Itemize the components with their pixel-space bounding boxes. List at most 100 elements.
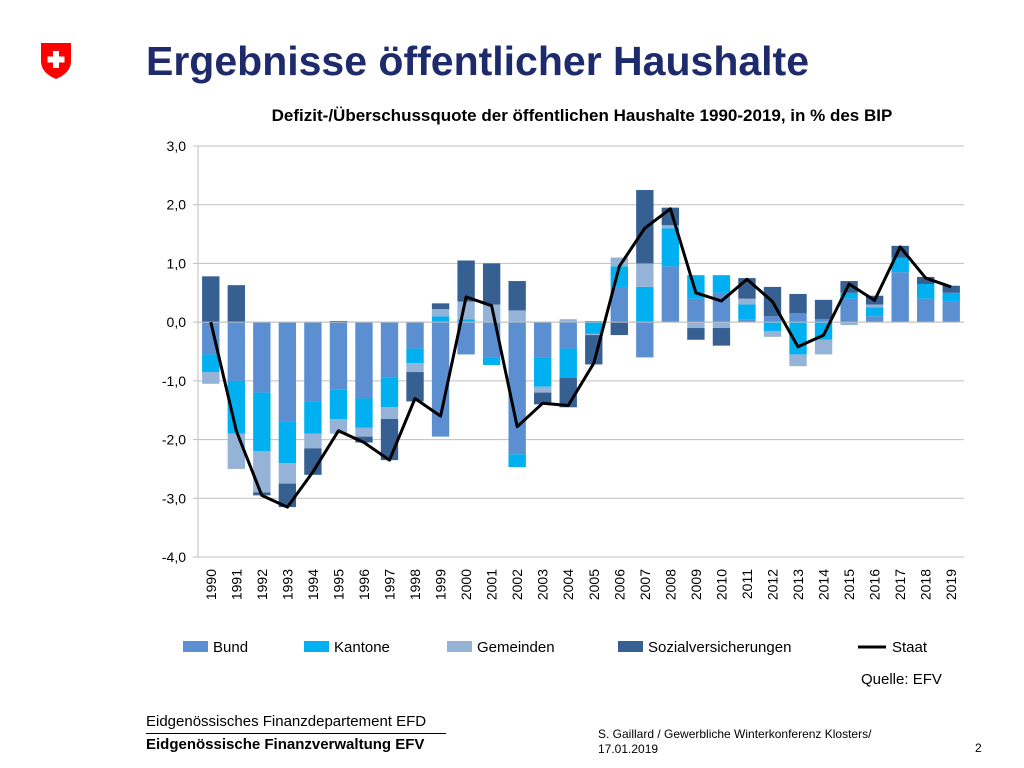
footer-department: Eidgenössisches Finanzdepartement EFD — [146, 713, 427, 730]
bar-bund-2017 — [891, 272, 909, 323]
chart-legend: Bund Kantone Gemeinden Sozialversicherungen… — [183, 639, 928, 656]
x-tick-label: 1995 — [330, 569, 346, 600]
x-tick-label: 1999 — [433, 569, 449, 600]
chart-source: Quelle: EFV — [861, 671, 942, 688]
legend-label: Kantone — [334, 639, 390, 656]
bar-gemeinden-2007 — [636, 263, 654, 287]
bar-bund-2004 — [559, 322, 577, 349]
bar-gemeinden-2014 — [814, 339, 833, 355]
x-tick-label: 1992 — [254, 569, 270, 600]
bar-kantone-2008 — [661, 228, 680, 267]
y-tick-label: 3,0 — [167, 138, 187, 154]
bar-sozialversicherungen-2019 — [942, 285, 960, 293]
x-tick-label: 2004 — [560, 569, 576, 600]
bar-kantone-2012 — [763, 322, 782, 331]
footer-date: 17.01.2019 — [598, 742, 659, 756]
bar-gemeinden-2004 — [559, 319, 577, 323]
y-tick-label: 1,0 — [167, 255, 187, 271]
bar-gemeinden-1997 — [380, 407, 399, 420]
page-title: Ergebnisse öffentlicher Haushalte — [146, 38, 810, 84]
bar-kantone-2019 — [942, 292, 960, 302]
y-tick-label: 2,0 — [167, 197, 187, 213]
bar-bund-2006 — [610, 286, 628, 323]
bar-sozialversicherungen-2001 — [482, 263, 501, 305]
x-tick-label: 2009 — [688, 569, 704, 600]
bar-bund-1991 — [227, 322, 245, 381]
footer-author-line: S. Gaillard / Gewerbliche Winterkonferen… — [598, 727, 872, 741]
bar-kantone-2004 — [559, 348, 577, 378]
bar-gemeinden-2002 — [508, 310, 526, 323]
bar-kantone-2003 — [534, 357, 552, 387]
x-tick-label: 2013 — [790, 569, 806, 600]
footer-office: Eidgenössische Finanzverwaltung EFV — [146, 736, 425, 753]
bar-gemeinden-2016 — [865, 304, 884, 308]
bar-gemeinden-1995 — [329, 419, 348, 434]
bar-kantone-2007 — [636, 286, 654, 323]
x-tick-label: 2001 — [484, 569, 500, 600]
bar-bund-2000 — [457, 322, 475, 355]
bar-sozialversicherungen-1995 — [329, 320, 348, 323]
bar-kantone-2011 — [738, 304, 756, 320]
x-tick-label: 2006 — [611, 569, 627, 600]
legend-swatch — [618, 641, 643, 652]
x-axis: 1990 1991 1992 1993 1994 1995 1996 1997 1998 1999… — [203, 569, 959, 600]
bar-bund-1999 — [431, 322, 450, 437]
bar-bund-1993 — [278, 322, 297, 422]
bar-bund-2011 — [738, 319, 756, 323]
x-tick-label: 2010 — [713, 569, 729, 600]
legend-label: Bund — [213, 639, 248, 656]
bar-kantone-1993 — [278, 421, 297, 464]
legend-label: Gemeinden — [477, 639, 555, 656]
bar-kantone-1990 — [202, 354, 220, 373]
bar-kantone-2018 — [917, 283, 935, 299]
bar-sozialversicherungen-2018 — [917, 276, 935, 284]
legend-item-staat: Staat — [858, 639, 928, 656]
bar-sozialversicherungen-2009 — [687, 328, 705, 340]
bar-kantone-2002 — [508, 454, 526, 468]
x-tick-label: 2005 — [586, 569, 602, 600]
bar-bund-2009 — [687, 298, 705, 323]
bar-kantone-2016 — [865, 307, 884, 317]
x-tick-label: 2002 — [509, 569, 525, 600]
bar-sozialversicherungen-1990 — [202, 276, 220, 323]
bar-sozialversicherungen-2017 — [891, 245, 909, 258]
bar-bund-2007 — [636, 322, 654, 358]
bar-bund-1997 — [380, 322, 399, 378]
bar-kantone-2001 — [482, 357, 501, 366]
bar-gemeinden-1991 — [227, 433, 245, 469]
x-tick-label: 1990 — [203, 569, 219, 600]
bar-bund-1994 — [304, 322, 322, 402]
bar-bund-2016 — [865, 316, 884, 323]
bar-bund-2002 — [508, 322, 526, 455]
x-tick-label: 2012 — [765, 569, 781, 600]
bar-gemeinden-2009 — [687, 322, 705, 329]
bar-bund-2015 — [840, 298, 858, 323]
bar-bund-2003 — [534, 322, 552, 358]
legend-swatch — [183, 641, 208, 652]
bar-kantone-2010 — [712, 275, 731, 293]
bar-bund-2012 — [763, 316, 782, 323]
bar-kantone-2005 — [585, 322, 603, 334]
staat-line-layer — [209, 207, 952, 509]
bar-sozialversicherungen-2003 — [534, 392, 552, 405]
bar-bund-1998 — [406, 322, 424, 349]
bar-kantone-1996 — [355, 398, 373, 428]
bar-sozialversicherungen-1994 — [304, 448, 322, 475]
legend-label: Sozialversicherungen — [648, 639, 791, 656]
x-tick-label: 2003 — [535, 569, 551, 600]
bar-bund-2005 — [585, 320, 603, 323]
page-number: 2 — [975, 741, 982, 755]
bar-kantone-2000 — [457, 319, 475, 323]
x-tick-label: 1996 — [356, 569, 372, 600]
bar-bund-2008 — [661, 266, 680, 323]
bar-bund-2014 — [814, 319, 833, 323]
legend-swatch — [304, 641, 329, 652]
bar-gemeinden-2012 — [763, 330, 782, 337]
bar-sozialversicherungen-1998 — [406, 372, 424, 402]
x-tick-label: 2000 — [458, 569, 474, 600]
footer-divider — [146, 733, 446, 734]
bar-gemeinden-1992 — [253, 451, 271, 493]
bar-kantone-1997 — [380, 377, 399, 408]
x-tick-label: 1998 — [407, 569, 423, 600]
